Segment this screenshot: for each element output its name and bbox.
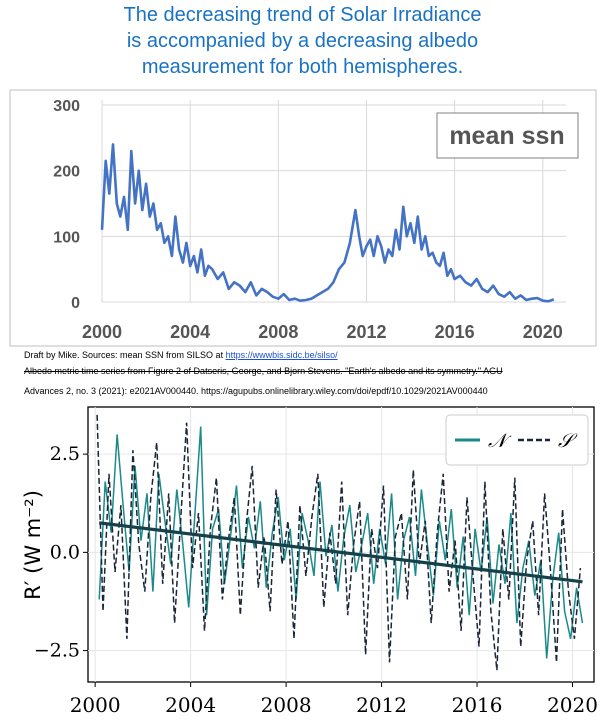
- chart2-y-ticks: −2.5 0.0 2.5: [34, 443, 88, 662]
- chart1-x-tick-label: 2016: [435, 322, 475, 342]
- source-line-1-text: Draft by Mike. Sources: mean SSN from SI…: [24, 350, 226, 360]
- chart1-x-tick-label: 2020: [523, 322, 563, 342]
- chart1-x-ticks: 2000 2004 2008 2012 2016 2020: [82, 322, 563, 342]
- mean-ssn-chart: 0 100 200 300 2000 2004 2008 2012 2016 2020 mean…: [9, 89, 597, 347]
- chart2-y-tick-label: −2.5: [34, 640, 80, 662]
- chart1-x-tick-label: 2008: [258, 322, 298, 342]
- chart2-legend: [445, 414, 589, 466]
- ssn-series-line: [100, 143, 555, 303]
- chart2-x-ticks: 2000 2004 2008 2012 2016 2020: [70, 682, 598, 717]
- chart2-x-tick-label: 2008: [261, 693, 312, 717]
- chart2-x-tick-label: 2016: [452, 693, 503, 717]
- trend-line: [99, 521, 583, 584]
- mean-ssn-label: mean ssn: [449, 122, 564, 150]
- chart2-y-tick-label: 2.5: [50, 443, 80, 465]
- source-line-1: Draft by Mike. Sources: mean SSN from SI…: [24, 350, 338, 360]
- chart2-x-tick-label: 2012: [356, 693, 407, 717]
- source-line-3: Advances 2, no. 3 (2021): e2021AV000440.…: [24, 386, 488, 396]
- chart1-y-tick-label: 200: [53, 164, 80, 181]
- north-series-line: [98, 426, 584, 659]
- chart2-grid: [88, 407, 594, 682]
- chart2-y-axis-label: R′ (W m⁻²): [21, 490, 45, 600]
- mean-ssn-label-box: [436, 112, 579, 159]
- chart1-x-tick-label: 2000: [82, 322, 122, 342]
- chart1-x-tick-label: 2004: [170, 322, 210, 342]
- chart2-y-tick-label: 0.0: [50, 541, 80, 563]
- chart1-y-ticks: 0 100 200 300: [53, 98, 80, 312]
- silso-link[interactable]: https://wwwbis.sidc.be/silso/: [225, 350, 338, 360]
- chart1-y-tick-label: 0: [71, 295, 80, 312]
- chart2-x-tick-label: 2020: [547, 693, 598, 717]
- chart2-x-tick-label: 2000: [70, 693, 121, 717]
- title-line-1: The decreasing trend of Solar Irradiance: [123, 4, 482, 26]
- chart2-x-tick-label: 2004: [165, 693, 216, 717]
- chart1-y-tick-label: 300: [53, 98, 80, 115]
- title-line-3: measurement for both hemispheres.: [141, 56, 464, 78]
- legend-north-label: 𝒩: [488, 430, 512, 452]
- source-line-2: Albedo metric time series from Figure 2 …: [24, 366, 503, 376]
- legend-south-label: 𝒮: [558, 430, 578, 452]
- figure-title: The decreasing trend of Solar Irradiance…: [0, 2, 605, 80]
- south-series-line: [96, 414, 582, 671]
- chart1-x-tick-label: 2012: [346, 322, 386, 342]
- title-line-2: is accompanied by a decreasing albedo: [126, 30, 479, 52]
- chart2-frame: [87, 406, 595, 683]
- chart1-y-tick-label: 100: [53, 229, 80, 246]
